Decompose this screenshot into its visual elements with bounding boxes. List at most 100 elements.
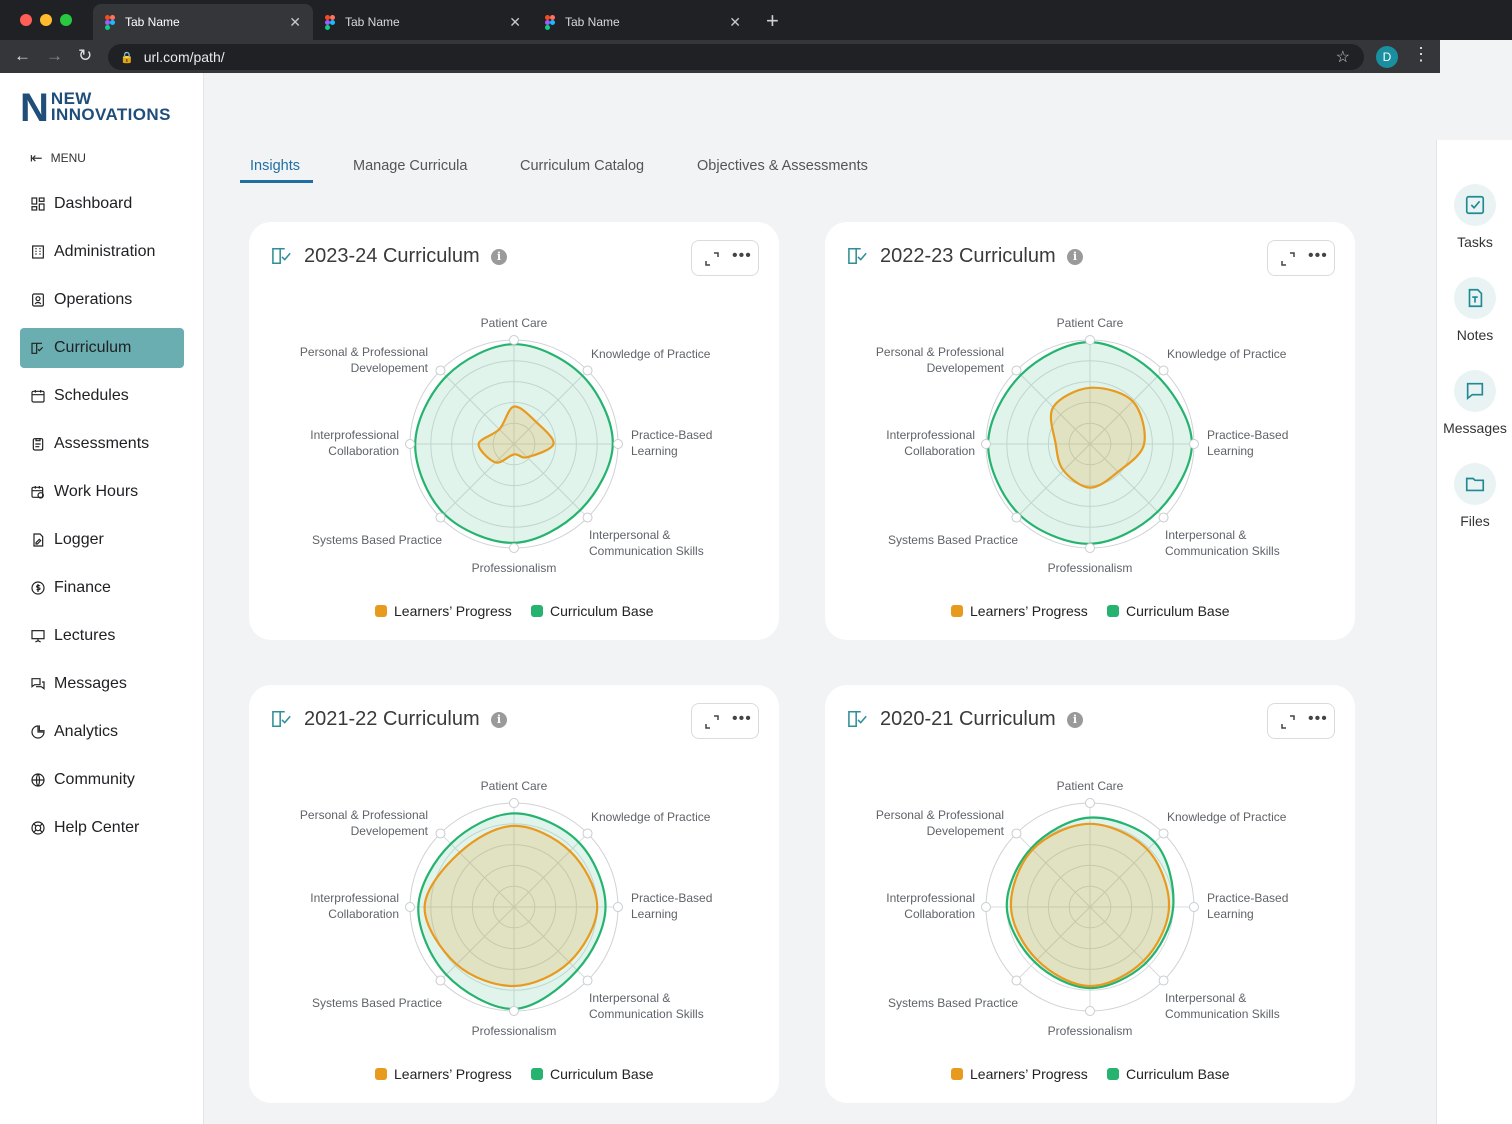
close-tab-icon[interactable]: ✕	[729, 13, 741, 30]
sidebar-item-finance[interactable]: Finance	[20, 568, 184, 608]
browser-tab-1[interactable]: Tab Name ✕	[93, 4, 313, 40]
radar-grid	[409, 802, 619, 1012]
profile-avatar[interactable]: D	[1376, 46, 1398, 68]
sidebar-item-schedules[interactable]: Schedules	[20, 376, 184, 416]
sidebar-item-work-hours[interactable]: Work Hours	[20, 472, 184, 512]
more-options-icon[interactable]: •••	[1308, 247, 1328, 264]
axis-handle[interactable]	[981, 902, 991, 912]
forward-arrow-icon[interactable]: →	[46, 46, 63, 65]
expand-icon[interactable]	[704, 714, 720, 730]
axis-handle[interactable]	[613, 902, 623, 912]
axis-handle[interactable]	[435, 365, 446, 376]
axis-handle[interactable]	[405, 902, 415, 912]
sidebar-item-messages[interactable]: Messages	[20, 664, 184, 704]
info-icon[interactable]: i	[1067, 249, 1083, 265]
legend-curriculum-base[interactable]: Curriculum Base	[531, 603, 653, 619]
axis-handle[interactable]	[1011, 365, 1022, 376]
axis-handle[interactable]	[582, 365, 593, 376]
expand-icon[interactable]	[704, 251, 720, 267]
legend-curriculum-base[interactable]: Curriculum Base	[1107, 1066, 1229, 1082]
rail-notes[interactable]: Notes	[1437, 277, 1512, 343]
browser-menu-icon[interactable]: ⋮	[1412, 44, 1430, 64]
sidebar-item-assessments[interactable]: Assessments	[20, 424, 184, 464]
new-tab-button[interactable]: +	[766, 8, 779, 33]
axis-handle[interactable]	[1011, 828, 1022, 839]
axis-handle[interactable]	[1085, 1006, 1095, 1016]
axis-handle[interactable]	[1158, 365, 1169, 376]
axis-handle[interactable]	[509, 798, 519, 808]
axis-handle[interactable]	[582, 512, 593, 523]
bookmark-star-icon[interactable]: ☆	[1335, 49, 1350, 66]
axis-handle[interactable]	[1011, 512, 1022, 523]
info-icon[interactable]: i	[491, 712, 507, 728]
legend-curriculum-base[interactable]: Curriculum Base	[1107, 603, 1229, 619]
axis-handle[interactable]	[1085, 335, 1095, 345]
axis-handle[interactable]	[582, 975, 593, 986]
browser-tab-3[interactable]: Tab Name ✕	[533, 4, 753, 40]
info-icon[interactable]: i	[1067, 712, 1083, 728]
axis-handle[interactable]	[509, 543, 519, 553]
legend-curriculum-base[interactable]: Curriculum Base	[531, 1066, 653, 1082]
axis-handle[interactable]	[981, 439, 991, 449]
legend-learners-progress[interactable]: Learners’ Progress	[951, 1066, 1088, 1082]
minimize-window-button[interactable]	[40, 14, 52, 26]
info-icon[interactable]: i	[491, 249, 507, 265]
more-options-icon[interactable]: •••	[1308, 710, 1328, 727]
axis-handle[interactable]	[1085, 543, 1095, 553]
tab-manage-curricula[interactable]: Manage Curricula	[353, 158, 468, 174]
task-check-icon[interactable]	[1454, 184, 1496, 226]
browser-tab-2[interactable]: Tab Name ✕	[313, 4, 533, 40]
close-tab-icon[interactable]: ✕	[289, 13, 301, 30]
axis-handle[interactable]	[435, 828, 446, 839]
axis-handle[interactable]	[1158, 975, 1169, 986]
axis-handle[interactable]	[1011, 975, 1022, 986]
message-icon[interactable]	[1454, 370, 1496, 412]
axis-handle[interactable]	[1158, 828, 1169, 839]
legend-learners-progress[interactable]: Learners’ Progress	[375, 603, 512, 619]
expand-icon[interactable]	[1280, 714, 1296, 730]
axis-handle[interactable]	[1158, 512, 1169, 523]
folder-icon[interactable]	[1454, 463, 1496, 505]
rail-tasks[interactable]: Tasks	[1437, 184, 1512, 250]
rail-messages[interactable]: Messages	[1437, 370, 1512, 436]
maximize-window-button[interactable]	[60, 14, 72, 26]
sidebar-item-dashboard[interactable]: Dashboard	[20, 184, 184, 224]
legend-learners-progress[interactable]: Learners’ Progress	[951, 603, 1088, 619]
book-check-icon	[272, 710, 291, 728]
close-tab-icon[interactable]: ✕	[509, 13, 521, 30]
tab-curriculum-catalog[interactable]: Curriculum Catalog	[520, 158, 645, 174]
sidebar-item-help-center[interactable]: Help Center	[20, 808, 184, 848]
back-arrow-icon[interactable]: ←	[14, 46, 31, 65]
sidebar-item-curriculum[interactable]: Curriculum	[20, 328, 184, 368]
axis-handle[interactable]	[405, 439, 415, 449]
more-options-icon[interactable]: •••	[732, 247, 752, 264]
sidebar-item-logger[interactable]: Logger	[20, 520, 184, 560]
sidebar-item-administration[interactable]: Administration	[20, 232, 184, 272]
axis-handle[interactable]	[1189, 439, 1199, 449]
axis-handle[interactable]	[582, 828, 593, 839]
rail-files[interactable]: Files	[1437, 463, 1512, 529]
menu-toggle[interactable]: ⇤ MENU	[30, 149, 86, 167]
legend-swatch	[951, 1068, 963, 1080]
note-icon[interactable]	[1454, 277, 1496, 319]
axis-handle[interactable]	[1189, 902, 1199, 912]
close-window-button[interactable]	[20, 14, 32, 26]
axis-handle[interactable]	[435, 512, 446, 523]
expand-icon[interactable]	[1280, 251, 1296, 267]
sidebar-item-label: Finance	[54, 579, 111, 596]
tab-insights[interactable]: Insights	[250, 158, 300, 174]
more-options-icon[interactable]: •••	[732, 710, 752, 727]
legend-learners-progress[interactable]: Learners’ Progress	[375, 1066, 512, 1082]
address-bar[interactable]: 🔒 url.com/path/ ☆	[108, 44, 1364, 70]
axis-handle[interactable]	[509, 335, 519, 345]
axis-handle[interactable]	[435, 975, 446, 986]
sidebar-item-analytics[interactable]: Analytics	[20, 712, 184, 752]
reload-icon[interactable]: ↻	[78, 46, 93, 65]
sidebar-item-community[interactable]: Community	[20, 760, 184, 800]
axis-handle[interactable]	[509, 1006, 519, 1016]
sidebar-item-lectures[interactable]: Lectures	[20, 616, 184, 656]
axis-handle[interactable]	[1085, 798, 1095, 808]
axis-handle[interactable]	[613, 439, 623, 449]
tab-objectives-assessments[interactable]: Objectives & Assessments	[697, 158, 868, 174]
sidebar-item-operations[interactable]: Operations	[20, 280, 184, 320]
